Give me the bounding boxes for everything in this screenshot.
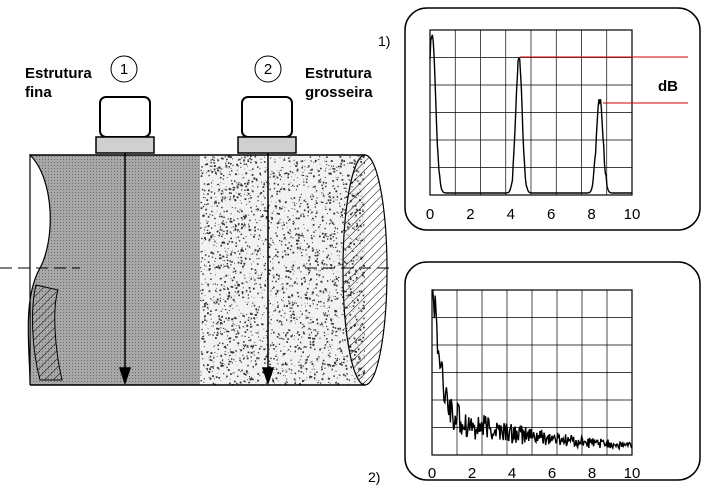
probe <box>95 96 297 154</box>
probe-number: 1 <box>120 61 128 78</box>
x-tick-label: 6 <box>547 206 555 223</box>
speckle <box>200 155 365 385</box>
trace <box>429 34 632 194</box>
probe-label: Estrutura <box>25 65 92 82</box>
screen-label: 2) <box>368 469 380 485</box>
probe-marker <box>254 55 282 83</box>
x-tick-label: 0 <box>426 206 434 223</box>
scale-lines <box>520 56 688 104</box>
x-tick-label: 6 <box>548 465 556 482</box>
screen <box>404 7 701 231</box>
probe-label: Estrutura <box>305 65 372 82</box>
probe-number: 2 <box>264 61 272 78</box>
x-tick-label: 0 <box>428 465 436 482</box>
x-tick-label: 10 <box>624 465 641 482</box>
pipe <box>0 153 392 386</box>
x-tick-label: 8 <box>588 465 596 482</box>
x-tick-label: 2 <box>466 206 474 223</box>
x-tick-label: 8 <box>587 206 595 223</box>
probe-label: fina <box>25 84 52 101</box>
probe-label: grosseira <box>305 84 373 101</box>
screen-label: 1) <box>378 33 390 49</box>
screen <box>404 261 701 481</box>
unit-label: dB <box>658 78 678 95</box>
sound-path <box>118 153 275 386</box>
x-tick-label: 2 <box>468 465 476 482</box>
x-tick-label: 4 <box>507 206 515 223</box>
x-tick-label: 4 <box>508 465 516 482</box>
x-tick-label: 10 <box>624 206 641 223</box>
probe-marker <box>110 55 138 83</box>
trace <box>432 289 633 451</box>
